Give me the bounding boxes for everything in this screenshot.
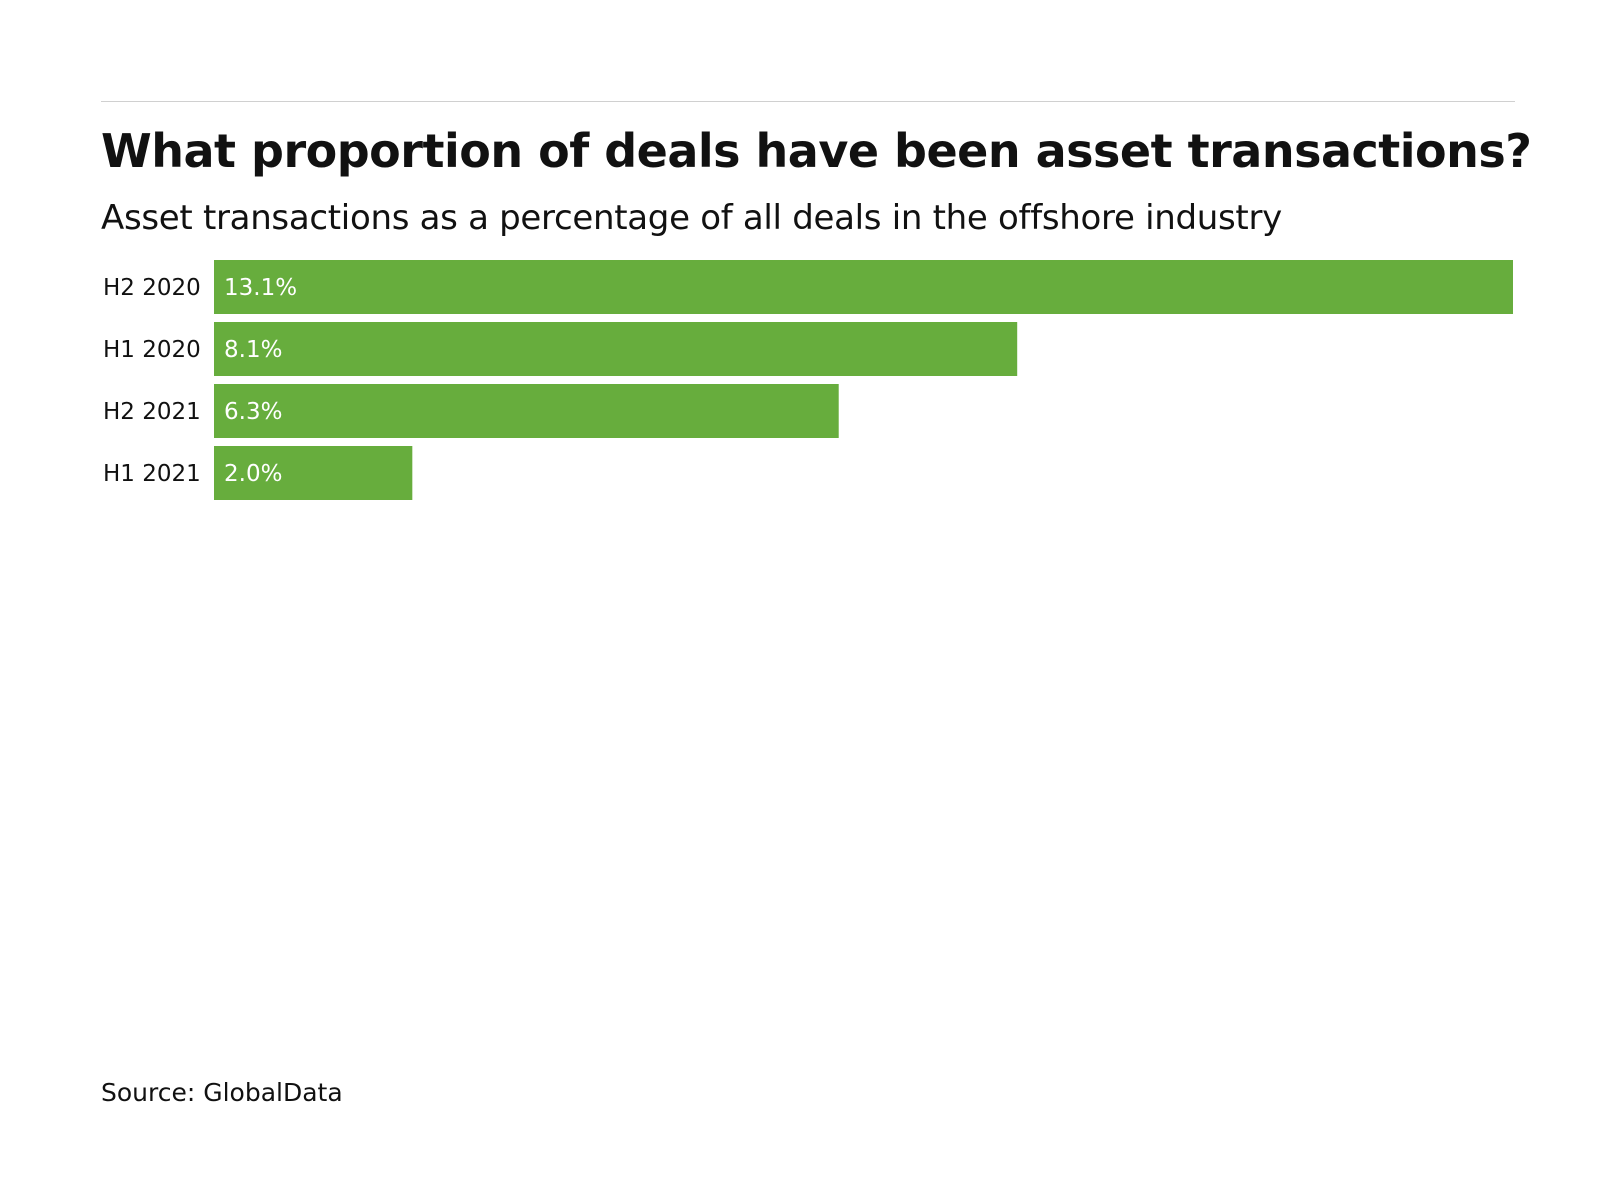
bar bbox=[214, 322, 1018, 376]
bar bbox=[214, 260, 1513, 314]
data-label: 2.0% bbox=[224, 461, 282, 487]
source-note: Source: GlobalData bbox=[101, 1078, 343, 1107]
data-label: 13.1% bbox=[224, 275, 297, 301]
top-rule bbox=[101, 101, 1515, 102]
category-label: H2 2021 bbox=[103, 399, 201, 425]
data-label: 6.3% bbox=[224, 399, 282, 425]
chart-title: What proportion of deals have been asset… bbox=[101, 124, 1532, 178]
category-label: H1 2021 bbox=[103, 461, 201, 487]
bar bbox=[214, 384, 839, 438]
bar bbox=[214, 446, 413, 500]
category-label: H2 2020 bbox=[103, 275, 201, 301]
category-label: H1 2020 bbox=[103, 337, 201, 363]
data-label: 8.1% bbox=[224, 337, 282, 363]
chart-subtitle: Asset transactions as a percentage of al… bbox=[101, 198, 1282, 238]
